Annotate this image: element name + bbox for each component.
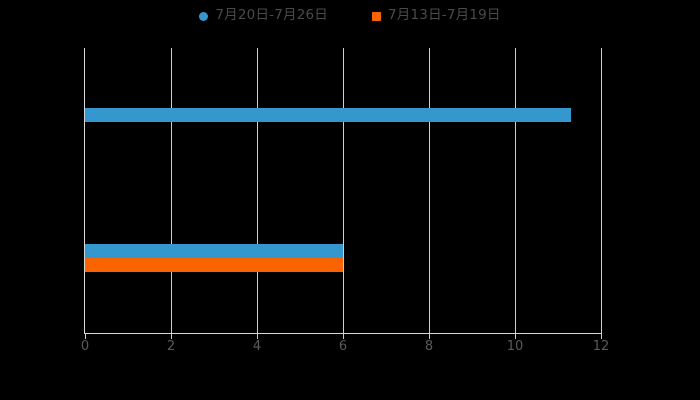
legend-item-series-1[interactable]: 7月20日-7月26日 <box>199 6 328 26</box>
gridline <box>515 48 516 333</box>
x-axis-tick-mark <box>171 333 172 339</box>
gridline <box>343 48 344 333</box>
bar[interactable] <box>85 258 343 272</box>
x-axis-tick-mark <box>85 333 86 339</box>
legend-label-series-2: 7月13日-7月19日 <box>388 7 501 24</box>
gridline <box>429 48 430 333</box>
x-axis-tick-label: 12 <box>592 339 610 354</box>
x-axis-tick-label: 8 <box>424 339 434 354</box>
legend-label-series-1: 7月20日-7月26日 <box>215 7 328 24</box>
x-axis-tick-label: 10 <box>506 339 524 354</box>
gridline <box>257 48 258 333</box>
x-axis-tick-label: 2 <box>166 339 176 354</box>
x-axis-tick-mark <box>429 333 430 339</box>
bar[interactable] <box>85 108 571 122</box>
x-axis-tick-mark <box>257 333 258 339</box>
x-axis-tick-mark <box>601 333 602 339</box>
x-axis-tick-label: 0 <box>80 339 90 354</box>
chart-legend: 7月20日-7月26日 7月13日-7月19日 <box>0 4 700 28</box>
x-axis-tick-mark <box>343 333 344 339</box>
x-axis-tick-label: 4 <box>252 339 262 354</box>
bar[interactable] <box>85 244 343 258</box>
legend-swatch-circle-icon <box>199 11 209 21</box>
y-axis-line <box>84 48 85 333</box>
legend-item-series-2[interactable]: 7月13日-7月19日 <box>372 6 501 26</box>
gridline <box>171 48 172 333</box>
x-axis-tick-mark <box>515 333 516 339</box>
x-axis-tick-label: 6 <box>338 339 348 354</box>
legend-swatch-square-icon <box>372 11 381 21</box>
gridline <box>601 48 602 333</box>
